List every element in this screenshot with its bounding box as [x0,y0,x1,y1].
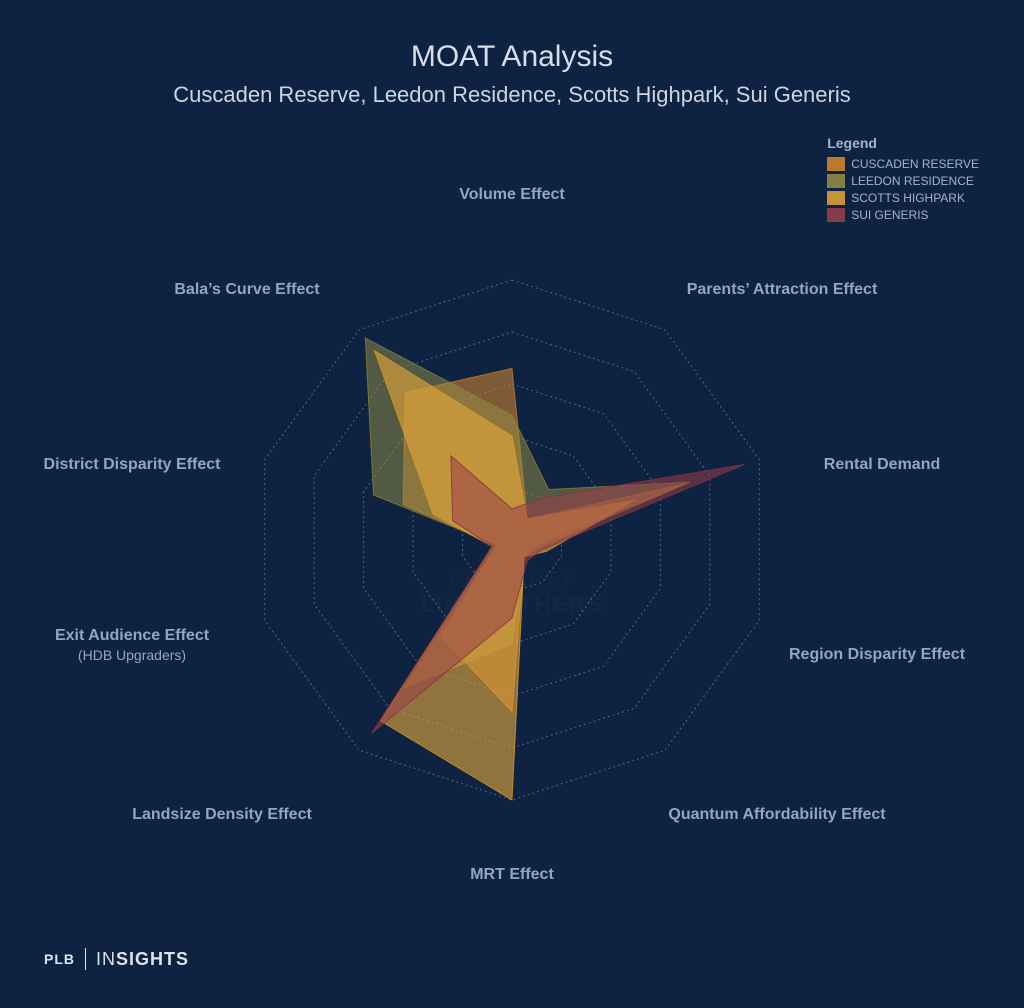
radar-chart: PROPERTY LIMBROTHERS Volume EffectParent… [162,210,862,910]
axis-label-text: Landsize Density Effect [132,806,312,823]
axis-label-text: MRT Effect [470,866,554,883]
legend-label: SUI GENERIS [851,208,928,222]
axis-label: Quantum Affordability Effect [668,806,885,824]
axis-label: Parents’ Attraction Effect [687,281,878,299]
axis-label-text: Bala’s Curve Effect [174,281,319,298]
legend-title: Legend [827,135,979,151]
brand-right-bold: SIGHTS [116,949,189,969]
axis-sublabel-text: (HDB Upgraders) [55,647,209,663]
legend-swatch [827,174,845,188]
legend-item: LEEDON RESIDENCE [827,174,979,188]
brand-right: INSIGHTS [96,949,189,970]
axis-label: Region Disparity Effect [789,646,965,664]
legend-label: SCOTTS HIGHPARK [851,191,965,205]
legend-item: SCOTTS HIGHPARK [827,191,979,205]
legend-swatch [827,157,845,171]
brand-left: PLB [44,951,75,967]
chart-title: MOAT Analysis [411,40,613,74]
axis-label-text: Quantum Affordability Effect [668,806,885,823]
legend-swatch [827,191,845,205]
axis-label-text: Volume Effect [459,186,565,203]
axis-label: Exit Audience Effect (HDB Upgraders) [55,627,209,663]
legend-item: CUSCADEN RESERVE [827,157,979,171]
radar-svg [162,210,862,910]
axis-label-text: Parents’ Attraction Effect [687,281,878,298]
axis-label-text: District Disparity Effect [44,456,221,473]
axis-label: District Disparity Effect [44,456,221,474]
axis-label: Landsize Density Effect [132,806,312,824]
axis-label: Volume Effect [459,186,565,204]
brand-footer: PLB INSIGHTS [44,948,189,970]
axis-label: Bala’s Curve Effect [174,281,319,299]
axis-label-text: Region Disparity Effect [789,646,965,663]
legend-label: LEEDON RESIDENCE [851,174,974,188]
axis-label-text: Rental Demand [824,456,940,473]
axis-label-text: Exit Audience Effect [55,627,209,644]
brand-divider [85,948,86,970]
brand-right-light: IN [96,949,116,969]
axis-label: MRT Effect [470,866,554,884]
page-container: MOAT Analysis Cuscaden Reserve, Leedon R… [0,0,1024,1008]
axis-label: Rental Demand [824,456,940,474]
chart-subtitle: Cuscaden Reserve, Leedon Residence, Scot… [173,82,850,108]
legend-label: CUSCADEN RESERVE [851,157,979,171]
